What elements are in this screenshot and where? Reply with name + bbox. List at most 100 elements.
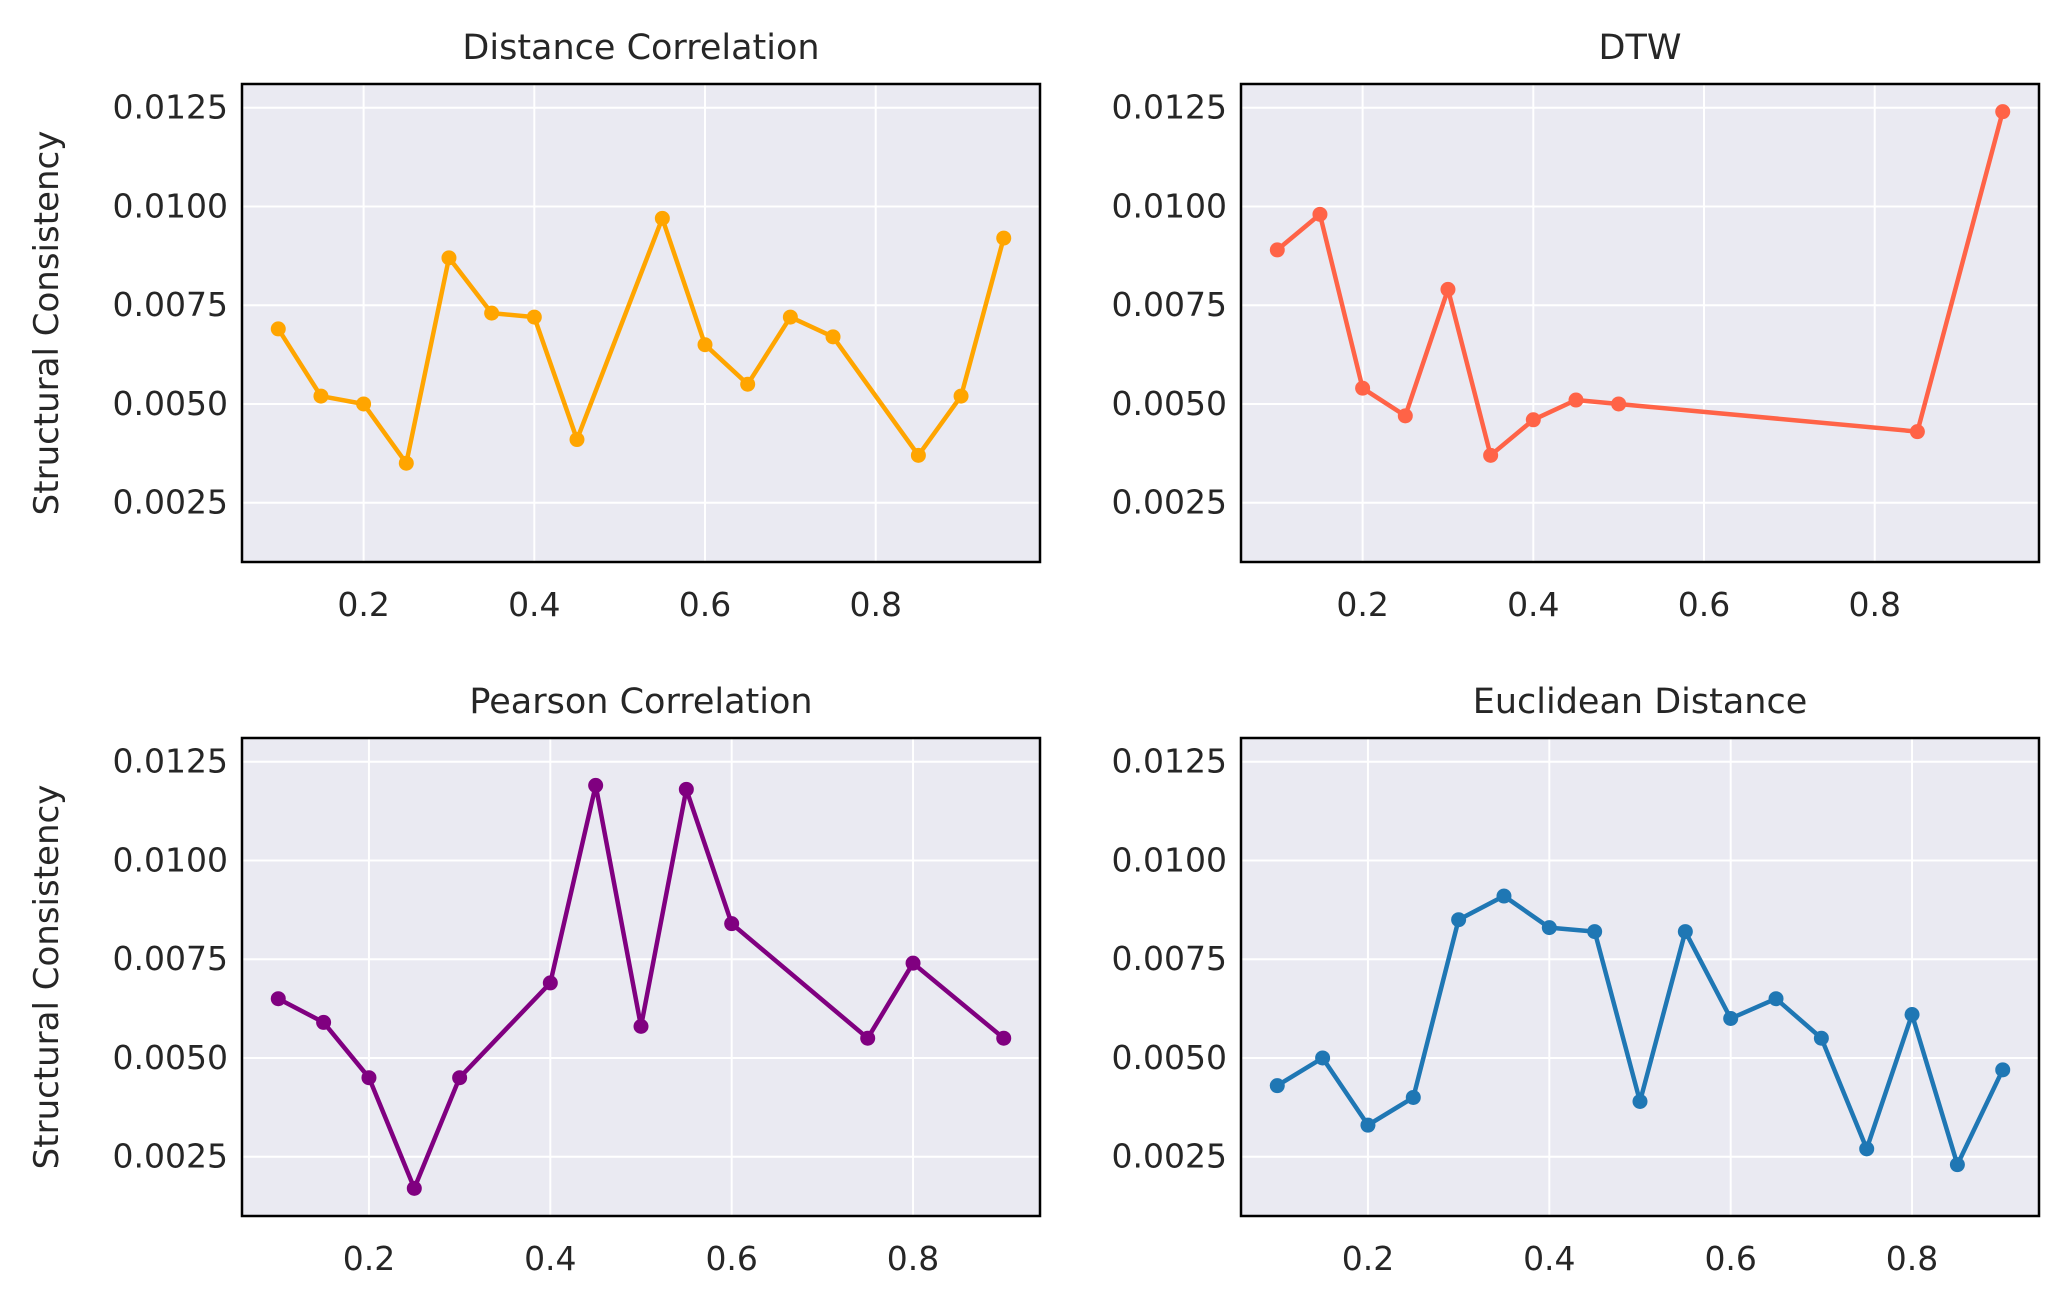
data-point — [484, 305, 500, 321]
data-point — [860, 1030, 876, 1046]
x-tick-label: 0.6 — [705, 1239, 757, 1278]
subplot-title: Euclidean Distance — [1473, 682, 1808, 722]
data-point — [953, 388, 969, 404]
data-point — [1269, 242, 1285, 258]
data-point — [1525, 412, 1541, 428]
data-point — [526, 309, 542, 325]
x-tick-label: 0.8 — [1886, 1239, 1938, 1278]
y-tick-label: 0.0100 — [113, 186, 228, 225]
data-point — [441, 250, 457, 266]
data-point — [356, 396, 372, 412]
subplot-1: 0.2 0.4 0.6 0.8 0.0025 0.0050 0.0075 0.0100 0.01… — [27, 28, 1042, 624]
data-point — [542, 975, 558, 991]
y-tick-label: 0.0125 — [1112, 88, 1227, 127]
x-tick-label: 0.8 — [849, 585, 901, 624]
plot-area — [242, 738, 1040, 1216]
data-point — [996, 1030, 1012, 1046]
x-tick-label: 0.6 — [679, 585, 731, 624]
x-tick-label: 0.2 — [1336, 585, 1388, 624]
subplot-2: 0.2 0.4 0.6 0.8 0.0025 0.0050 0.0075 0.0100 0.01… — [1112, 28, 2041, 624]
series-line — [276, 216, 1006, 466]
y-tick-label: 0.0125 — [1112, 742, 1227, 781]
data-point — [1611, 396, 1627, 412]
y-tick-label: 0.0100 — [113, 840, 228, 879]
y-axis-label: Structural Consistency — [27, 131, 67, 516]
y-tick-label: 0.0075 — [1112, 285, 1227, 324]
data-point — [1496, 888, 1512, 904]
y-tick-label: 0.0025 — [113, 483, 228, 522]
data-point — [1909, 424, 1925, 440]
axes-frame — [240, 82, 1042, 564]
data-point — [1315, 1050, 1331, 1066]
data-point — [654, 210, 670, 226]
data-point — [697, 337, 713, 353]
subplot-4: 0.2 0.4 0.6 0.8 0.0025 0.0050 0.0075 0.0100 0.01… — [1112, 682, 2041, 1278]
x-tick-label: 0.2 — [337, 585, 389, 624]
data-point — [361, 1070, 377, 1086]
data-point — [1995, 104, 2011, 120]
x-tick-label: 0.6 — [1704, 1239, 1756, 1278]
axes-frame — [1239, 736, 2041, 1218]
y-tick-label: 0.0075 — [113, 939, 228, 978]
y-tick-label: 0.0050 — [113, 1038, 228, 1077]
y-axis-label: Structural Consistency — [27, 785, 67, 1170]
data-point — [910, 447, 926, 463]
axes-frame — [240, 736, 1042, 1218]
x-tick-label: 0.4 — [524, 1239, 576, 1278]
data-point — [1312, 206, 1328, 222]
data-point — [1632, 1093, 1648, 1109]
data-point — [406, 1180, 422, 1196]
data-point — [1405, 1089, 1421, 1105]
y-tick-label: 0.0025 — [1112, 1137, 1227, 1176]
y-tick-label: 0.0025 — [1112, 483, 1227, 522]
x-tick-label: 0.4 — [1523, 1239, 1575, 1278]
data-point — [1587, 924, 1603, 940]
data-point — [740, 376, 756, 392]
x-tick-label: 0.8 — [1848, 585, 1900, 624]
data-point — [1397, 408, 1413, 424]
x-tick-label: 0.6 — [1678, 585, 1730, 624]
data-point — [1677, 924, 1693, 940]
y-tick-label: 0.0025 — [113, 1137, 228, 1176]
y-tick-label: 0.0100 — [1112, 186, 1227, 225]
subplot-title: DTW — [1599, 28, 1682, 68]
plot-area — [1241, 738, 2039, 1216]
x-tick-label: 0.4 — [508, 585, 560, 624]
y-tick-label: 0.0075 — [1112, 939, 1227, 978]
data-point — [1723, 1010, 1739, 1026]
x-tick-label: 0.2 — [343, 1239, 395, 1278]
data-point — [1451, 912, 1467, 928]
data-point — [1355, 380, 1371, 396]
subplot-title: Distance Correlation — [462, 28, 819, 68]
x-tick-label: 0.8 — [887, 1239, 939, 1278]
data-point — [1995, 1062, 2011, 1078]
y-tick-label: 0.0125 — [113, 88, 228, 127]
data-point — [1813, 1030, 1829, 1046]
data-point — [398, 455, 414, 471]
data-point — [782, 309, 798, 325]
data-point — [678, 781, 694, 797]
data-point — [270, 321, 286, 337]
data-point — [1859, 1141, 1875, 1157]
y-tick-label: 0.0050 — [1112, 1038, 1227, 1077]
data-point — [1768, 991, 1784, 1007]
y-tick-label: 0.0050 — [113, 384, 228, 423]
data-point — [452, 1070, 468, 1086]
data-point — [633, 1018, 649, 1034]
y-tick-label: 0.0075 — [113, 285, 228, 324]
data-point — [270, 991, 286, 1007]
data-point — [313, 388, 329, 404]
data-point — [1269, 1078, 1285, 1094]
subplot-3: 0.2 0.4 0.6 0.8 0.0025 0.0050 0.0075 0.0100 0.01… — [27, 682, 1042, 1278]
data-point — [1440, 281, 1456, 297]
data-point — [316, 1014, 332, 1030]
data-point — [1541, 920, 1557, 936]
y-tick-label: 0.0100 — [1112, 840, 1227, 879]
data-point — [825, 329, 841, 345]
data-point — [905, 955, 921, 971]
plot-area — [242, 84, 1040, 562]
y-tick-label: 0.0050 — [1112, 384, 1227, 423]
data-point — [569, 432, 585, 448]
axes-frame — [1239, 82, 2041, 564]
